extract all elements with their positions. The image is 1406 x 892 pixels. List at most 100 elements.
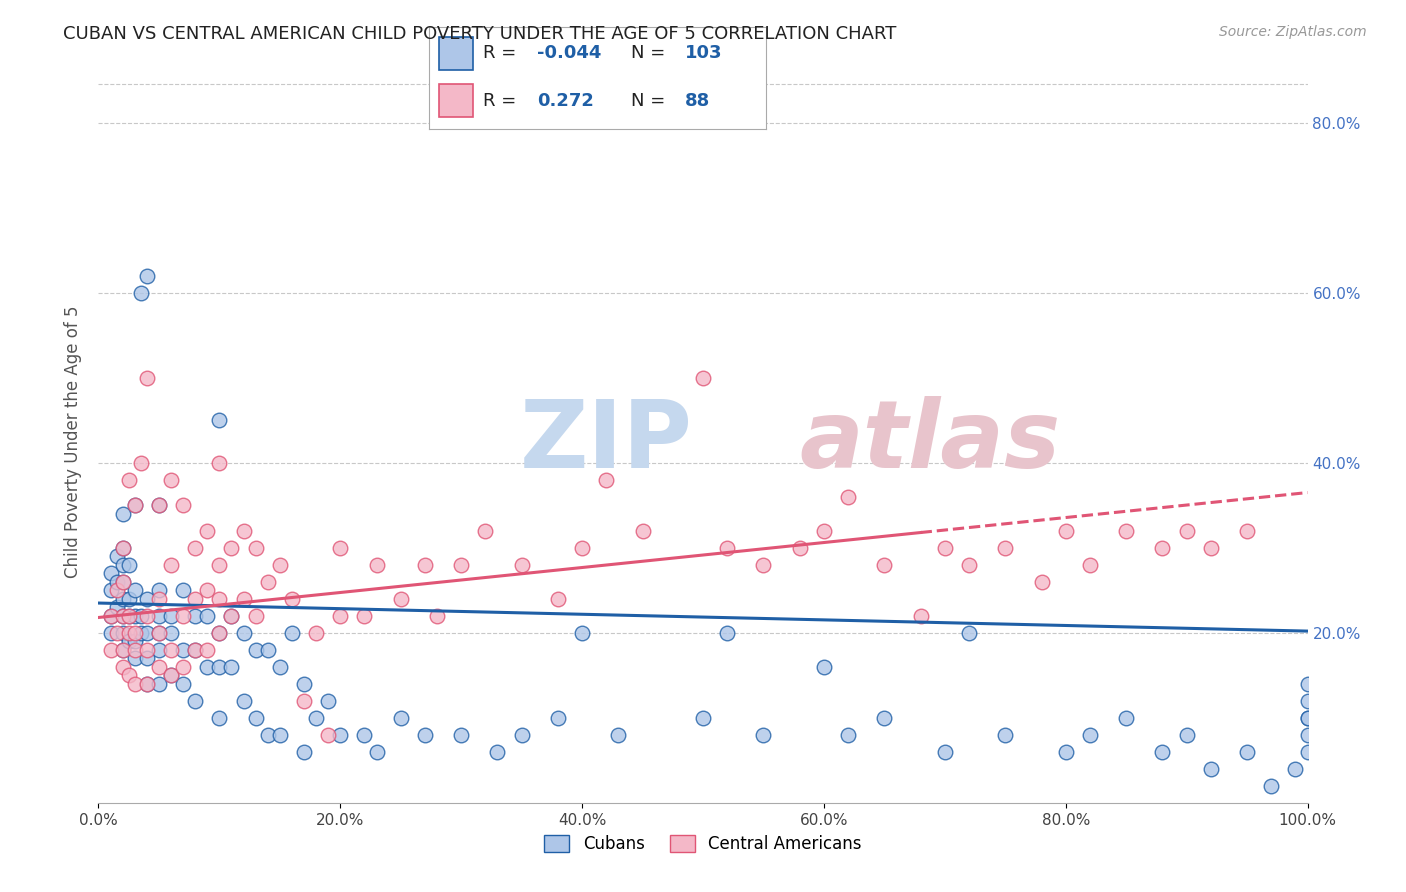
Point [208, 711, 231, 725]
Point [100, 625, 122, 640]
Point [160, 473, 183, 487]
Point [221, 660, 243, 674]
Point [111, 507, 134, 521]
Point [195, 608, 218, 623]
Point [692, 371, 714, 385]
Point [118, 625, 141, 640]
Point [135, 651, 157, 665]
Point [269, 660, 291, 674]
Point [353, 608, 375, 623]
Text: 0.272: 0.272 [537, 92, 593, 110]
Point [148, 642, 170, 657]
Point [752, 558, 775, 572]
Point [934, 745, 956, 759]
Point [111, 574, 134, 589]
Point [195, 524, 218, 538]
Point [910, 608, 932, 623]
Point [329, 608, 352, 623]
Point [124, 498, 146, 512]
Point [148, 591, 170, 606]
Point [1296, 728, 1319, 742]
Point [389, 711, 412, 725]
Point [547, 711, 569, 725]
Point [129, 608, 152, 623]
Point [232, 625, 254, 640]
Point [111, 591, 134, 606]
Point [124, 651, 146, 665]
Point [1175, 728, 1198, 742]
Point [1296, 711, 1319, 725]
Point [221, 541, 243, 555]
Point [873, 711, 896, 725]
Point [195, 660, 218, 674]
Text: 88: 88 [685, 92, 710, 110]
Point [111, 541, 134, 555]
Point [129, 285, 152, 300]
Point [1296, 694, 1319, 708]
Point [100, 608, 122, 623]
Point [232, 524, 254, 538]
Point [172, 677, 194, 691]
Point [105, 583, 128, 598]
Point [873, 558, 896, 572]
Point [510, 728, 533, 742]
Point [1152, 541, 1174, 555]
Point [607, 728, 630, 742]
Point [716, 625, 738, 640]
Point [172, 608, 194, 623]
Point [208, 660, 231, 674]
Point [245, 608, 267, 623]
Point [118, 591, 141, 606]
Legend: Cubans, Central Americans: Cubans, Central Americans [538, 828, 868, 860]
Point [111, 574, 134, 589]
Point [160, 668, 183, 682]
Point [118, 558, 141, 572]
Point [571, 625, 593, 640]
Point [232, 694, 254, 708]
Point [256, 574, 278, 589]
Point [118, 473, 141, 487]
Point [135, 625, 157, 640]
Point [172, 642, 194, 657]
Point [148, 498, 170, 512]
Point [245, 642, 267, 657]
Point [305, 625, 328, 640]
Point [510, 558, 533, 572]
Point [957, 625, 980, 640]
Bar [439, 84, 472, 117]
Point [184, 694, 207, 708]
Point [631, 524, 654, 538]
Point [329, 541, 352, 555]
Point [957, 558, 980, 572]
Point [148, 660, 170, 674]
Point [118, 608, 141, 623]
Point [232, 591, 254, 606]
Point [595, 473, 617, 487]
Point [571, 541, 593, 555]
Point [100, 583, 122, 598]
Text: Source: ZipAtlas.com: Source: ZipAtlas.com [1219, 25, 1367, 39]
Point [195, 583, 218, 598]
Point [716, 541, 738, 555]
Point [1031, 574, 1053, 589]
Point [316, 694, 339, 708]
Point [1078, 728, 1101, 742]
Point [148, 498, 170, 512]
Point [100, 566, 122, 581]
Text: R =: R = [482, 92, 527, 110]
Point [208, 591, 231, 606]
Point [105, 574, 128, 589]
Point [111, 608, 134, 623]
Point [1115, 711, 1137, 725]
Point [256, 728, 278, 742]
Point [111, 541, 134, 555]
Point [118, 634, 141, 648]
Point [124, 625, 146, 640]
Point [124, 583, 146, 598]
Y-axis label: Child Poverty Under the Age of 5: Child Poverty Under the Age of 5 [63, 305, 82, 578]
Text: N =: N = [631, 45, 671, 62]
Point [148, 625, 170, 640]
Point [105, 549, 128, 564]
Point [100, 608, 122, 623]
Point [1236, 524, 1258, 538]
